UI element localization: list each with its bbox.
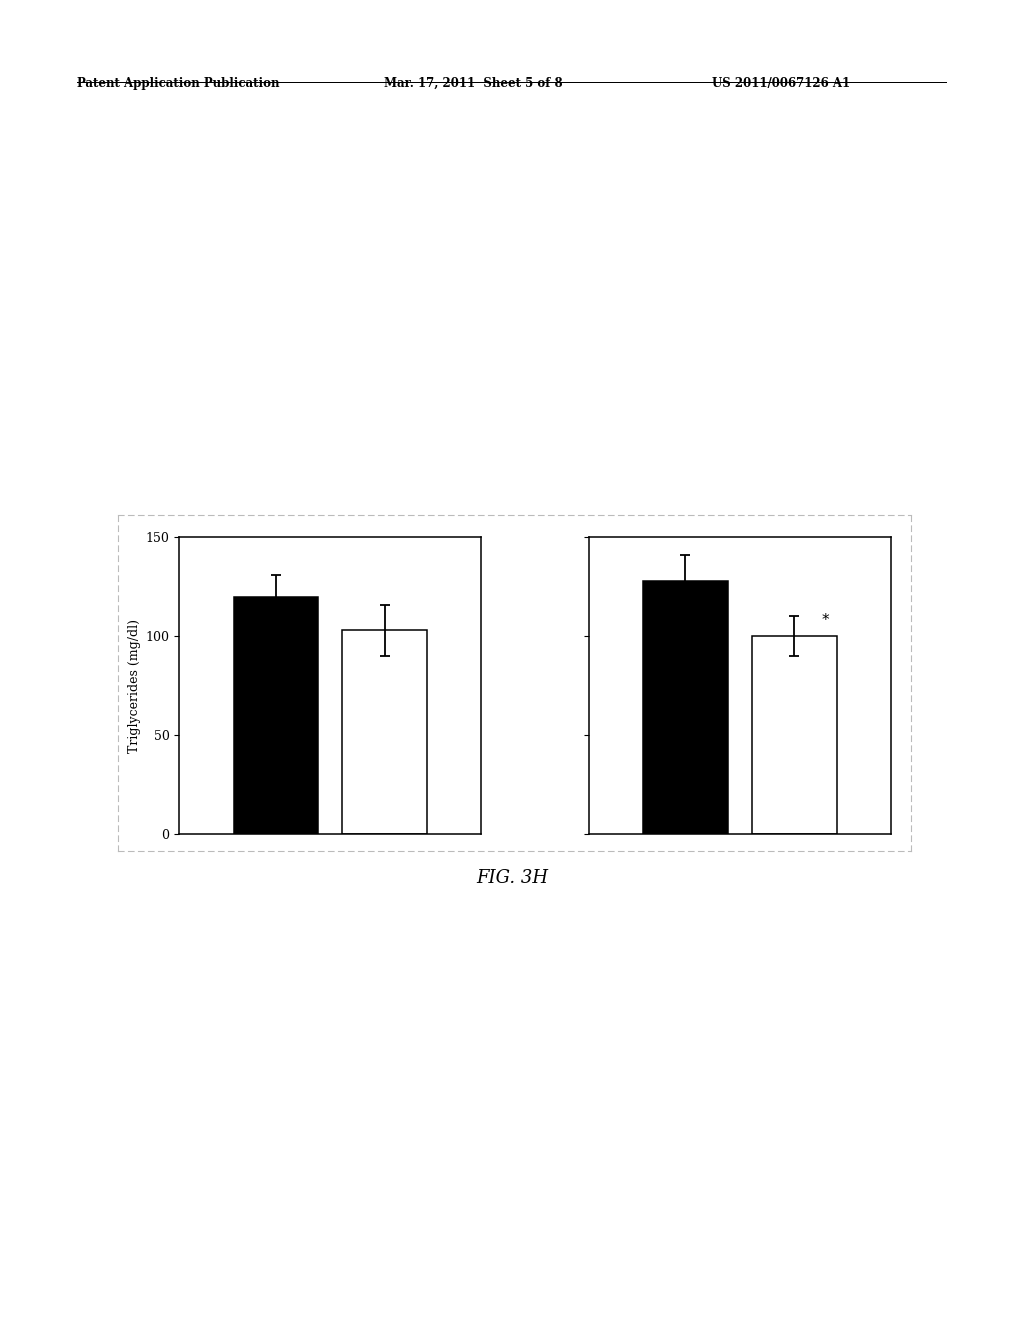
Bar	[643, 581, 728, 834]
Text: FIG. 3H: FIG. 3H	[476, 869, 548, 887]
Text: *: *	[821, 612, 829, 628]
Text: Mar. 17, 2011  Sheet 5 of 8: Mar. 17, 2011 Sheet 5 of 8	[384, 77, 562, 90]
Bar	[233, 597, 318, 834]
Bar	[342, 630, 427, 834]
Bar	[752, 636, 837, 834]
Y-axis label: Triglycerides (mg/dl): Triglycerides (mg/dl)	[128, 619, 141, 752]
Text: Patent Application Publication: Patent Application Publication	[77, 77, 280, 90]
Text: US 2011/0067126 A1: US 2011/0067126 A1	[712, 77, 850, 90]
